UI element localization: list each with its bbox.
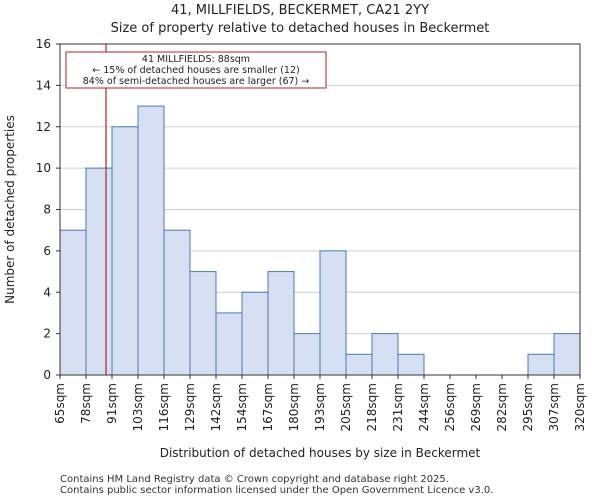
bar-193sqm — [319, 250, 347, 376]
x-tick-label: 244sqm — [417, 383, 431, 431]
footer-attribution-1: Contains HM Land Registry data © Crown c… — [60, 474, 449, 485]
x-tick-label: 180sqm — [287, 383, 301, 431]
bar-218sqm — [371, 333, 399, 376]
y-tick-label: 8 — [43, 203, 51, 217]
bar-180sqm — [293, 333, 321, 376]
x-tick-label: 320sqm — [573, 383, 587, 431]
x-axis-title: Distribution of detached houses by size … — [160, 446, 481, 460]
bar-129sqm — [189, 271, 217, 376]
bar-231sqm — [397, 353, 425, 376]
x-tick-label: 282sqm — [495, 383, 509, 431]
y-tick-label: 0 — [43, 368, 51, 382]
x-tick-label: 154sqm — [235, 383, 249, 431]
y-tick-label: 4 — [43, 285, 51, 299]
y-tick-label: 16 — [36, 37, 51, 51]
x-tick-label: 116sqm — [157, 383, 171, 431]
annotation-line-2: ← 15% of detached houses are smaller (12… — [92, 65, 299, 76]
x-tick-label: 256sqm — [443, 383, 457, 431]
x-tick-label: 218sqm — [365, 383, 379, 431]
y-axis-title: Number of detached properties — [3, 115, 17, 304]
y-tick-label: 2 — [43, 327, 51, 341]
x-tick-label: 91sqm — [105, 383, 119, 424]
y-tick-label: 12 — [36, 120, 51, 134]
x-tick-label: 269sqm — [469, 383, 483, 431]
bar-307sqm — [553, 333, 581, 376]
annotation-line-3: 84% of semi-detached houses are larger (… — [83, 76, 310, 87]
x-tick-label: 78sqm — [79, 383, 93, 424]
x-tick-label: 295sqm — [521, 383, 535, 431]
x-tick-label: 142sqm — [209, 383, 223, 431]
bar-103sqm — [137, 105, 165, 376]
y-tick-label: 10 — [36, 161, 51, 175]
x-tick-label: 205sqm — [339, 383, 353, 431]
x-tick-label: 129sqm — [183, 383, 197, 431]
annotation-box — [65, 51, 327, 89]
y-tick-label: 14 — [36, 78, 51, 92]
chart-title: 41, MILLFIELDS, BECKERMET, CA21 2YY — [170, 3, 430, 18]
annotation-line-1: 41 MILLFIELDS: 88sqm — [142, 54, 250, 65]
x-tick-label: 65sqm — [53, 383, 67, 424]
bar-142sqm — [215, 312, 243, 376]
x-tick-label: 103sqm — [131, 383, 145, 431]
bar-295sqm — [527, 353, 555, 376]
x-tick-label: 231sqm — [391, 383, 405, 431]
bar-205sqm — [345, 353, 373, 376]
bar-78sqm — [85, 167, 113, 376]
bar-154sqm — [241, 291, 269, 376]
bar-65sqm — [59, 229, 87, 376]
bar-116sqm — [163, 229, 191, 376]
y-tick-label: 6 — [43, 244, 51, 258]
bar-91sqm — [111, 126, 139, 376]
x-tick-label: 167sqm — [261, 383, 275, 431]
x-tick-label: 193sqm — [313, 383, 327, 431]
footer-attribution-2: Contains public sector information licen… — [60, 485, 494, 496]
bar-167sqm — [267, 271, 295, 376]
x-tick-label: 307sqm — [547, 383, 561, 431]
chart-subtitle: Size of property relative to detached ho… — [110, 21, 490, 36]
